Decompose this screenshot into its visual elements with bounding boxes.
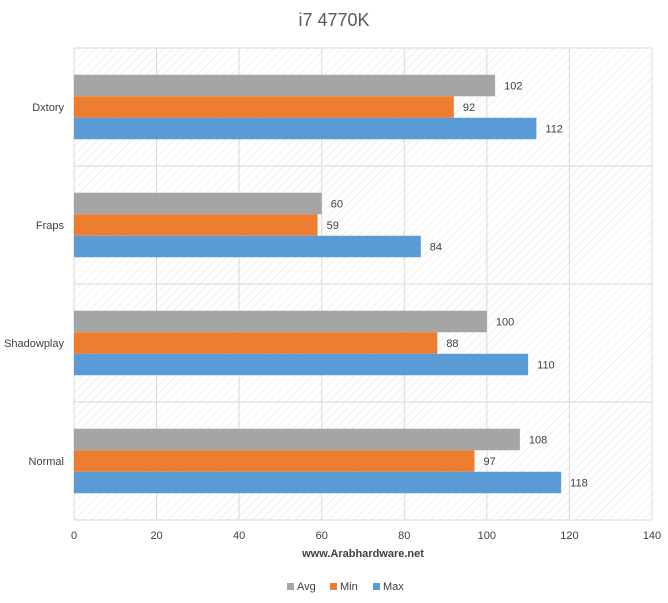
x-tick-label: 0	[71, 530, 77, 542]
data-label: 97	[483, 456, 495, 468]
data-label: 59	[327, 220, 339, 232]
bar-max-shadowplay	[74, 353, 529, 376]
data-label: 108	[529, 435, 547, 447]
bar-min-dxtory	[74, 96, 454, 118]
x-tick-label: 140	[643, 530, 661, 542]
x-tick-label: 80	[398, 530, 410, 542]
data-label: 112	[545, 124, 563, 136]
legend-swatch-avg	[287, 583, 294, 590]
data-label: 84	[430, 242, 442, 254]
bar-min-fraps	[74, 214, 318, 236]
category-label: Dxtory	[32, 102, 64, 114]
chart-title: i7 4770K	[298, 10, 369, 30]
legend-swatch-min	[330, 583, 337, 590]
legend: Avg Min Max	[287, 581, 404, 593]
data-label: 88	[446, 338, 458, 350]
bar-max-fraps	[74, 235, 421, 258]
x-tick-label: 60	[316, 530, 328, 542]
data-label: 60	[331, 199, 343, 211]
legend-label: Min	[340, 581, 358, 593]
data-label: 102	[504, 81, 522, 93]
y-axis-categories: Dxtory Fraps Shadowplay Normal	[4, 102, 64, 468]
legend-swatch-max	[373, 583, 380, 590]
bar-max-dxtory	[74, 117, 537, 140]
x-axis-ticks: 0 20 40 60 80 100 120 140	[71, 530, 661, 542]
data-label: 100	[496, 317, 514, 329]
category-label: Normal	[29, 456, 64, 468]
bar-avg-normal	[74, 428, 520, 451]
category-label: Shadowplay	[4, 338, 64, 350]
bar-avg-dxtory	[74, 74, 496, 97]
data-label: 118	[570, 478, 588, 490]
bar-min-shadowplay	[74, 332, 438, 354]
data-labels: 102 92 112 60 59 84 100 88 110 108 97 118	[327, 81, 588, 490]
category-label: Fraps	[36, 220, 65, 232]
data-label: 92	[463, 102, 475, 114]
x-tick-label: 120	[560, 530, 578, 542]
data-label: 110	[537, 360, 555, 372]
x-tick-label: 20	[150, 530, 162, 542]
bar-min-normal	[74, 450, 475, 472]
bar-max-normal	[74, 471, 562, 494]
x-tick-label: 100	[478, 530, 496, 542]
legend-label: Avg	[297, 581, 316, 593]
x-axis-label: www.Arabhardware.net	[301, 548, 424, 560]
bars	[74, 74, 562, 494]
bar-avg-shadowplay	[74, 310, 487, 333]
bar-avg-fraps	[74, 192, 322, 215]
x-tick-label: 40	[233, 530, 245, 542]
legend-label: Max	[383, 581, 404, 593]
